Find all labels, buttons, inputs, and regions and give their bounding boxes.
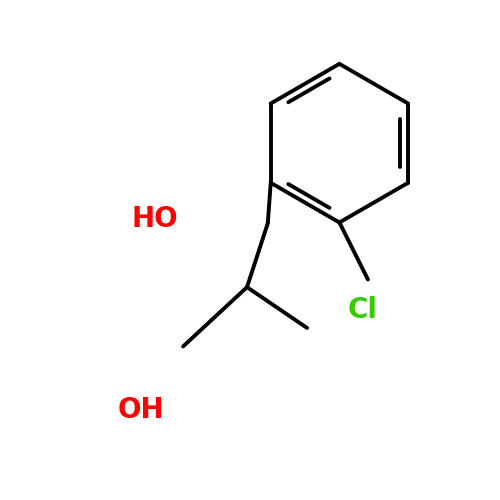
Text: Cl: Cl xyxy=(348,296,378,324)
Text: OH: OH xyxy=(118,396,164,424)
Text: HO: HO xyxy=(132,206,178,234)
